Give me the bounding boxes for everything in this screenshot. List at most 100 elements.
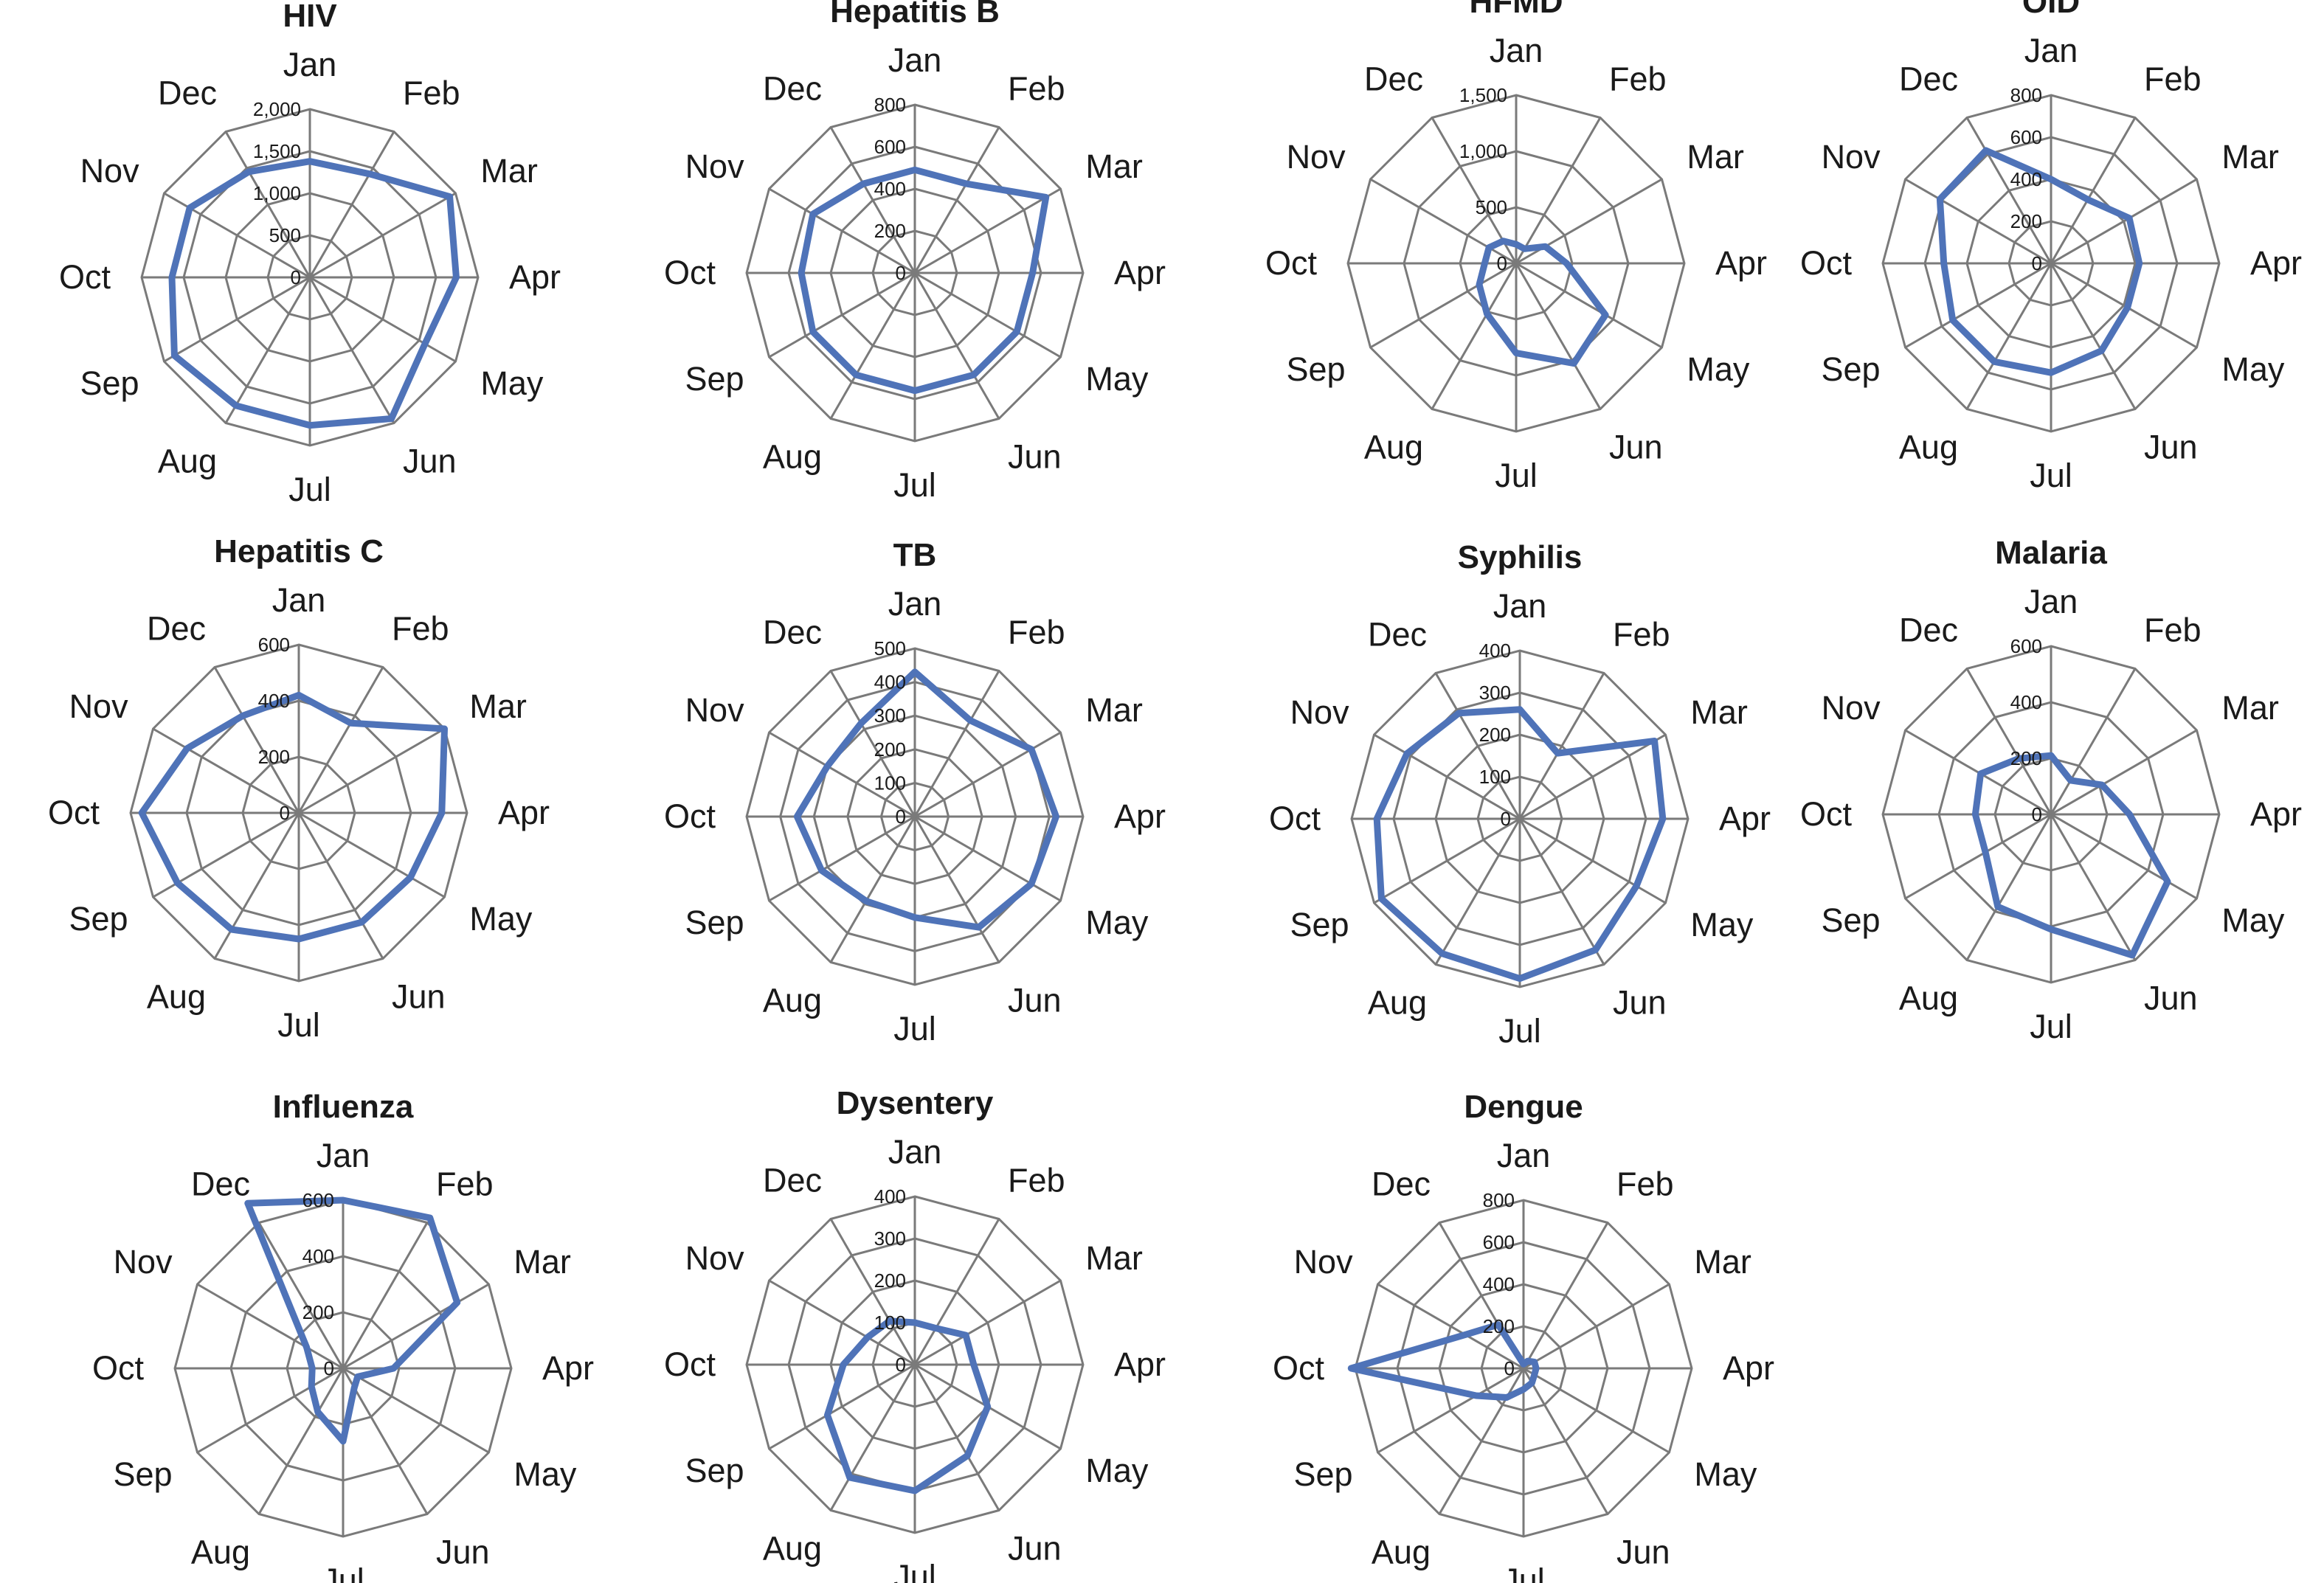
tick-label: 400 bbox=[258, 690, 290, 712]
tick-label: 100 bbox=[874, 772, 906, 794]
month-label: May bbox=[1690, 906, 1754, 943]
radar-panel: Malaria 0 200 400 600 Jan Feb Mar Apr May Jun Jul Au… bbox=[1800, 535, 2302, 1045]
tick-label: 200 bbox=[1479, 724, 1511, 746]
month-label: Jul bbox=[1502, 1562, 1545, 1583]
month-label: Nov bbox=[685, 1239, 745, 1277]
series-line bbox=[138, 691, 448, 943]
series-line bbox=[798, 166, 1050, 395]
series-line bbox=[793, 668, 1059, 931]
grid-spoke bbox=[1519, 733, 1667, 820]
grid-spoke bbox=[1965, 117, 2052, 264]
month-label: Aug bbox=[763, 981, 822, 1019]
radar-panel: Dysentery 0 100 200 300 400 Jan Feb Mar Apr May Jun… bbox=[664, 1085, 1166, 1583]
month-label: Apr bbox=[1114, 254, 1166, 291]
month-label: Jan bbox=[317, 1137, 370, 1174]
month-label: Jul bbox=[277, 1006, 320, 1044]
radar-panel: Dengue 0 200 400 600 800 Jan Feb Mar Apr May Jun Jul… bbox=[1273, 1089, 1774, 1583]
tick-label: 0 bbox=[896, 1354, 906, 1376]
tick-label: 500 bbox=[874, 637, 906, 659]
grid-spoke bbox=[1965, 814, 2052, 961]
tick-label: 0 bbox=[1497, 252, 1507, 274]
month-label: Oct bbox=[664, 254, 716, 291]
grid-spoke bbox=[257, 1368, 345, 1515]
month-label: Feb bbox=[392, 610, 449, 648]
grid-spoke bbox=[342, 1367, 490, 1454]
series-line bbox=[1476, 238, 1609, 367]
tick-label: 600 bbox=[874, 136, 906, 158]
grid-spoke bbox=[224, 277, 311, 424]
grid-spoke bbox=[914, 271, 1062, 358]
month-label: Sep bbox=[1822, 901, 1881, 939]
grid-spoke bbox=[829, 1218, 916, 1365]
grid-spoke bbox=[1904, 813, 2052, 900]
tick-label: 0 bbox=[280, 802, 290, 824]
month-label: Apr bbox=[509, 258, 561, 296]
month-label: Aug bbox=[191, 1533, 250, 1570]
grid-spoke bbox=[2050, 813, 2198, 900]
grid-spoke bbox=[2050, 178, 2198, 265]
month-label: Apr bbox=[2250, 795, 2302, 833]
tick-label: 400 bbox=[1483, 1273, 1515, 1295]
grid-spoke bbox=[297, 812, 384, 960]
series-line bbox=[244, 1196, 461, 1445]
grid-spoke bbox=[914, 815, 1062, 902]
month-label: Oct bbox=[1273, 1349, 1325, 1387]
series-line bbox=[168, 158, 460, 429]
grid-spoke bbox=[297, 666, 384, 814]
tick-label: 200 bbox=[874, 738, 906, 761]
month-label: Dec bbox=[191, 1165, 250, 1203]
month-label: Jun bbox=[2144, 979, 2198, 1016]
month-label: Jul bbox=[2030, 1008, 2072, 1045]
tick-label: 400 bbox=[302, 1245, 334, 1267]
grid-spoke bbox=[1515, 117, 1602, 264]
grid-spoke bbox=[768, 1279, 916, 1366]
grid-spoke bbox=[1434, 818, 1521, 966]
grid-spoke bbox=[768, 815, 916, 902]
grid-spoke bbox=[829, 670, 916, 817]
tick-label: 400 bbox=[1479, 640, 1511, 662]
month-label: May bbox=[469, 900, 533, 938]
grid-spoke bbox=[1369, 262, 1517, 349]
month-label: Jul bbox=[893, 1558, 936, 1583]
month-label: Feb bbox=[2144, 612, 2202, 649]
tick-label: 0 bbox=[1504, 1357, 1515, 1379]
grid-spoke bbox=[913, 1364, 1000, 1511]
month-label: Dec bbox=[1364, 60, 1423, 98]
month-label: May bbox=[1687, 350, 1750, 388]
month-label: Jun bbox=[436, 1533, 490, 1570]
radar-panel: Hepatitis B 0 200 400 600 800 Jan Feb Mar Apr May J… bbox=[664, 0, 1166, 504]
grid-spoke bbox=[1965, 668, 2052, 815]
month-label: Aug bbox=[1368, 983, 1427, 1021]
panel-title: OID bbox=[2022, 0, 2080, 20]
month-label: Feb bbox=[1616, 1165, 1674, 1203]
month-label: Oct bbox=[664, 797, 716, 835]
grid-spoke bbox=[768, 1363, 916, 1450]
month-label: May bbox=[1085, 1452, 1149, 1489]
month-label: Mar bbox=[480, 152, 538, 190]
grid-spoke bbox=[913, 126, 1000, 274]
grid-spoke bbox=[914, 731, 1062, 818]
month-label: May bbox=[513, 1455, 577, 1493]
tick-label: 100 bbox=[1479, 766, 1511, 788]
tick-label: 300 bbox=[1479, 682, 1511, 704]
month-label: Dec bbox=[1899, 612, 1958, 649]
month-label: Jul bbox=[893, 466, 936, 504]
grid-spoke bbox=[1434, 672, 1521, 820]
month-label: Mar bbox=[1694, 1243, 1751, 1281]
grid-spoke bbox=[913, 816, 1000, 963]
month-label: Nov bbox=[1290, 693, 1350, 731]
month-label: Jun bbox=[1616, 1533, 1670, 1570]
month-label: Feb bbox=[403, 75, 460, 112]
tick-label: 200 bbox=[874, 220, 906, 242]
month-label: Jul bbox=[1495, 457, 1538, 494]
month-label: Jul bbox=[893, 1010, 936, 1047]
grid-spoke bbox=[913, 272, 1000, 420]
tick-label: 600 bbox=[302, 1189, 334, 1211]
month-label: Oct bbox=[92, 1349, 145, 1387]
month-label: Jan bbox=[1493, 587, 1547, 625]
grid-spoke bbox=[257, 1222, 345, 1369]
grid-spoke bbox=[342, 1283, 490, 1370]
month-label: Aug bbox=[147, 977, 206, 1015]
tick-label: 200 bbox=[302, 1301, 334, 1323]
tick-label: 0 bbox=[1501, 808, 1511, 830]
